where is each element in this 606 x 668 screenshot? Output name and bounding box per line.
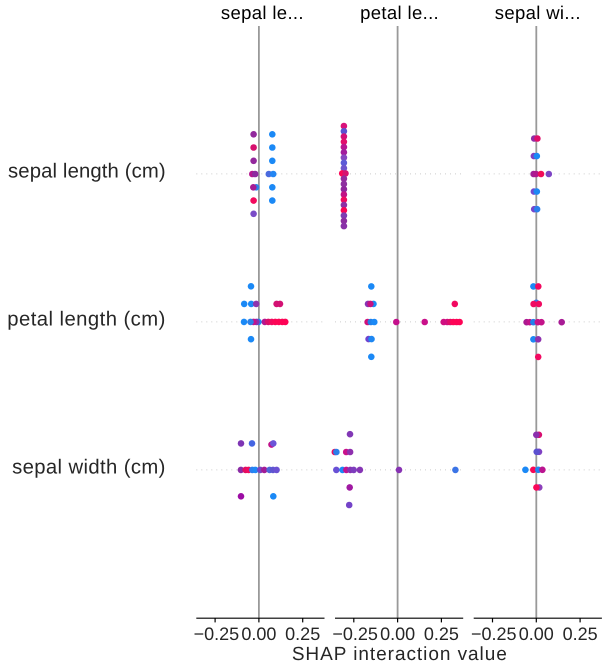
- svg-text:SHAP interaction value: SHAP interaction value: [292, 644, 508, 665]
- svg-text:0.25: 0.25: [285, 624, 320, 644]
- svg-text:0.00: 0.00: [380, 624, 415, 644]
- svg-text:sepal length (cm): sepal length (cm): [8, 161, 166, 183]
- svg-text:0.25: 0.25: [563, 624, 598, 644]
- svg-text:−0.25: −0.25: [332, 624, 378, 644]
- svg-text:−0.25: −0.25: [194, 624, 240, 644]
- svg-text:sepal le...: sepal le...: [221, 2, 304, 23]
- svg-text:0.25: 0.25: [424, 624, 459, 644]
- svg-text:−0.25: −0.25: [471, 624, 517, 644]
- svg-text:sepal wi...: sepal wi...: [495, 2, 581, 23]
- svg-text:sepal width (cm): sepal width (cm): [12, 457, 166, 479]
- svg-text:petal length (cm): petal length (cm): [7, 309, 166, 331]
- svg-text:0.00: 0.00: [241, 624, 276, 644]
- svg-text:petal le...: petal le...: [360, 2, 439, 23]
- svg-text:0.00: 0.00: [519, 624, 554, 644]
